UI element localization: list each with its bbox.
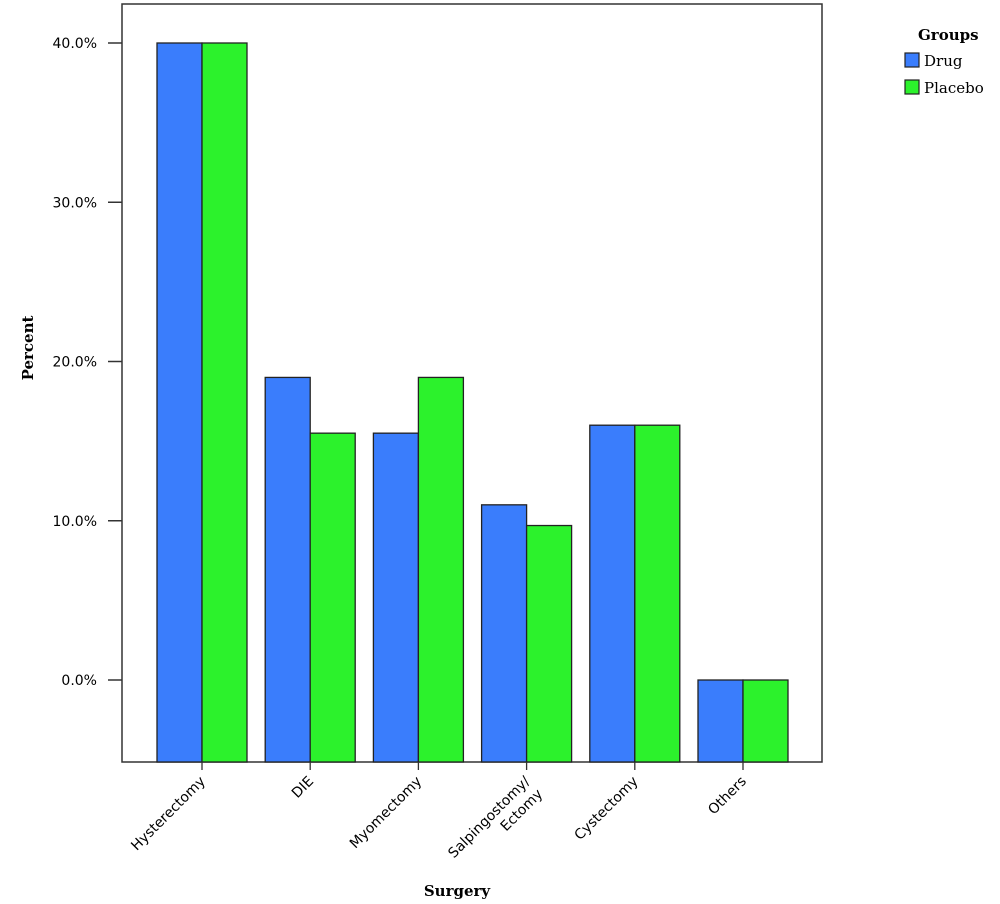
y-tick-label: 40.0% — [53, 36, 97, 52]
bar-drug — [697, 679, 744, 763]
y-tick-label: 0.0% — [61, 673, 97, 689]
x-tick-label-line: Hysterectomy — [128, 774, 209, 855]
bar-placebo — [201, 42, 248, 763]
x-tick-label: Hysterectomy — [128, 774, 209, 855]
plot-frame — [121, 3, 823, 763]
bar-placebo — [742, 679, 789, 763]
y-axis-title: Percent — [19, 316, 37, 381]
x-tick-label: Salpingostomy/Ectomy — [445, 773, 546, 874]
bar-placebo — [417, 376, 465, 763]
y-tick-label: 30.0% — [53, 195, 97, 211]
bar-drug — [156, 42, 203, 763]
x-tick-label: Myomectomy — [347, 774, 425, 852]
bar-placebo — [309, 432, 356, 763]
bar-placebo — [525, 524, 573, 763]
x-tick-label-line: DIE — [289, 774, 317, 802]
x-tick-label-line: Others — [705, 774, 750, 819]
bar-drug — [372, 432, 420, 763]
bar-placebo — [634, 424, 681, 763]
legend-swatch-drug — [904, 52, 920, 68]
x-axis-title: Surgery — [424, 882, 492, 900]
legend-label-drug: Drug — [924, 52, 963, 70]
legend-label-placebo: Placebo — [924, 79, 984, 97]
x-tick-label-line: Myomectomy — [347, 774, 425, 852]
bar-drug — [264, 376, 311, 763]
x-tick-label: Cystectomy — [572, 774, 642, 844]
bar-drug — [480, 504, 528, 763]
bar-drug — [589, 424, 636, 763]
x-tick-label: Others — [705, 774, 750, 819]
legend-swatch-placebo — [904, 79, 920, 95]
x-tick-label: DIE — [289, 774, 317, 802]
y-tick-label: 20.0% — [53, 355, 97, 371]
y-tick-label: 10.0% — [53, 514, 97, 530]
x-tick-label-line: Cystectomy — [572, 774, 642, 844]
legend-title: Groups — [918, 26, 979, 44]
